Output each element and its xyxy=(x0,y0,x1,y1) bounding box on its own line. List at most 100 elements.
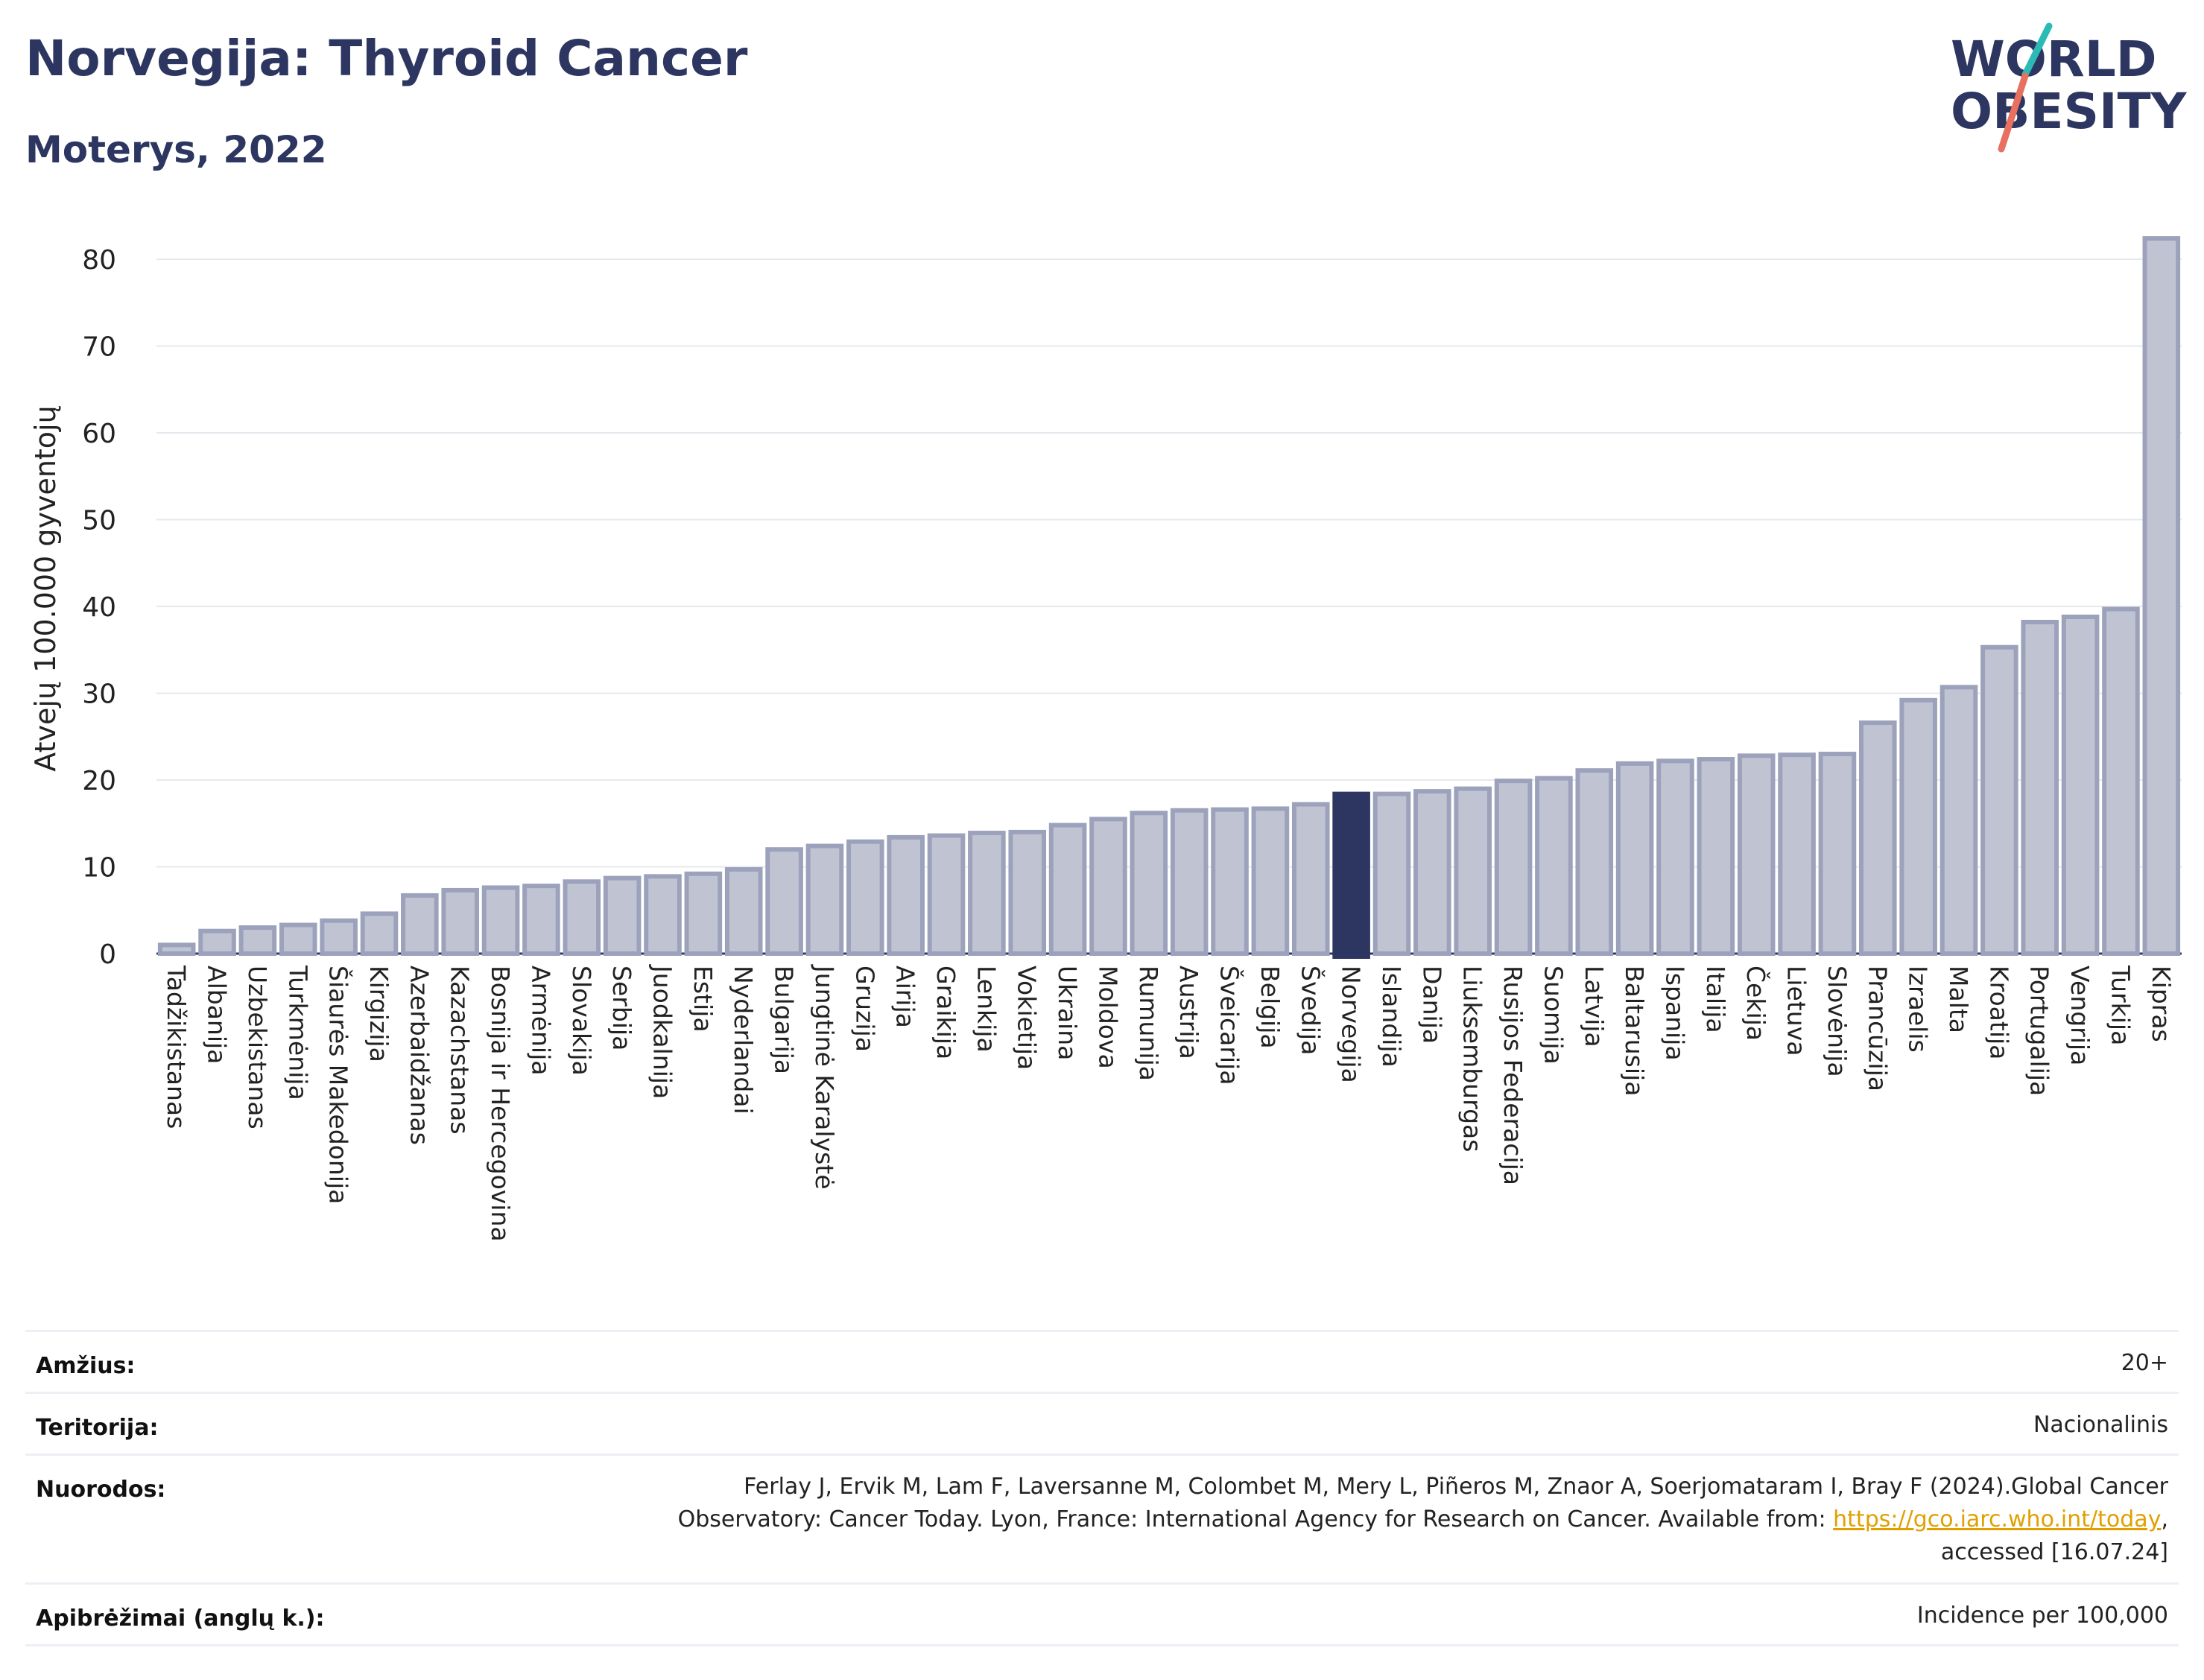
footer-row-age: Amžius: 20+ xyxy=(25,1330,2179,1392)
x-tick-label: Norvegija xyxy=(1337,966,1366,1083)
bar xyxy=(1615,761,1654,956)
x-tick-label: Uzbekistanas xyxy=(243,966,272,1129)
x-tick-label: Rusijos Federacija xyxy=(1498,966,1527,1185)
reference-link[interactable]: https://gco.iarc.who.int/today xyxy=(1833,1506,2162,1532)
x-tick-label: Turkmėnija xyxy=(283,965,312,1100)
x-tick-label: Kroatija xyxy=(1984,966,2013,1059)
x-tick-label: Ukraina xyxy=(1053,966,1082,1060)
bar xyxy=(2021,619,2059,956)
x-tick-label: Kipras xyxy=(2147,966,2176,1042)
x-tick-label: Liuksemburgas xyxy=(1458,966,1487,1152)
x-tick-label: Azerbaidžanas xyxy=(405,966,434,1145)
bar xyxy=(1899,697,1937,956)
x-tick-label: Islandija xyxy=(1377,966,1406,1068)
bar xyxy=(765,847,803,956)
bar xyxy=(401,893,439,956)
x-tick-label: Albanija xyxy=(203,966,232,1064)
reference-line-2-text: Observatory: Cancer Today. Lyon, France:… xyxy=(677,1506,1834,1532)
bar xyxy=(238,925,277,957)
footer-row-references: Nuorodos: Ferlay J, Ervik M, Lam F, Lave… xyxy=(25,1454,2179,1582)
bar xyxy=(157,942,196,956)
x-tick-label: Izraelis xyxy=(1904,966,1933,1053)
y-axis-label: Atvejų 100.000 gyventojų xyxy=(29,405,62,771)
x-tick-label: Danija xyxy=(1417,966,1446,1044)
bar xyxy=(644,874,682,956)
logo-slash-teal xyxy=(2021,22,2053,78)
bar xyxy=(198,928,236,956)
x-tick-label: Lenkija xyxy=(972,966,1001,1053)
x-tick-label: Bosnija ir Hercegovina xyxy=(486,966,515,1242)
bar xyxy=(522,884,560,957)
y-tick-label: 50 xyxy=(82,506,116,536)
bar xyxy=(441,887,479,956)
bar xyxy=(1211,807,1249,956)
x-tick-label: Baltarusija xyxy=(1620,966,1649,1096)
footer-label-references: Nuorodos: xyxy=(36,1477,166,1503)
x-tick-label: Armėnija xyxy=(526,966,555,1076)
bar-chart: 0 10 20 30 40 50 60 70 80 Tadžikistanas Albanija U… xyxy=(29,236,2182,1242)
x-tick-label: Nyderlandai xyxy=(729,966,758,1115)
x-tick-label: Čekija xyxy=(1741,966,1771,1041)
x-tick-label: Estija xyxy=(688,966,718,1033)
bar xyxy=(1818,752,1857,956)
bar xyxy=(481,885,520,956)
bar xyxy=(603,875,642,957)
x-tick-label: Bulgarija xyxy=(770,966,799,1074)
bar xyxy=(1130,811,1168,957)
x-tick-label: Slovėnija xyxy=(1823,966,1852,1077)
x-tick-label: Ispanija xyxy=(1661,966,1690,1061)
bar xyxy=(1575,768,1614,957)
bar xyxy=(1737,753,1776,956)
x-tick-label: Latvija xyxy=(1580,966,1609,1047)
x-tick-label: Suomija xyxy=(1539,966,1568,1065)
x-tick-label: Slovakija xyxy=(567,966,596,1076)
bar xyxy=(1170,808,1209,957)
x-tick-label: Kazachstanas xyxy=(446,966,475,1135)
reference-line-3: accessed [16.07.24] xyxy=(1940,1539,2168,1565)
bar xyxy=(1413,789,1451,957)
bar xyxy=(1089,817,1127,957)
x-tick-label: Vokietija xyxy=(1013,966,1042,1070)
x-tick-label: Švedija xyxy=(1296,966,1326,1055)
bar xyxy=(1980,644,2018,956)
bar xyxy=(1778,752,1816,957)
bar xyxy=(1656,758,1694,956)
logo-slash-red xyxy=(1998,72,2029,153)
x-tick-label: Malta xyxy=(1944,966,1973,1033)
footer-row-territory: Teritorija: Nacionalinis xyxy=(25,1392,2179,1454)
x-tick-label: Juodkalnija xyxy=(648,964,677,1099)
x-tick-label: Gruzija xyxy=(850,966,879,1052)
x-tick-label: Kirgizija xyxy=(364,966,393,1062)
y-tick-label: 10 xyxy=(82,853,116,884)
bar xyxy=(1372,791,1411,957)
bars xyxy=(157,236,2181,960)
reference-line-1: Ferlay J, Ervik M, Lam F, Laversanne M, … xyxy=(744,1474,2168,1500)
world-obesity-logo: WORLD OBESITY xyxy=(1951,22,2188,153)
bar xyxy=(846,839,884,956)
footer-value-territory: Nacionalinis xyxy=(2033,1412,2168,1438)
bar xyxy=(1535,776,1573,957)
bar-highlighted xyxy=(1332,791,1370,960)
bar xyxy=(1939,685,1978,956)
reference-line-2-end: , xyxy=(2161,1506,2168,1532)
x-tick-label: Lietuva xyxy=(1782,966,1811,1056)
y-tick-label: 40 xyxy=(82,592,116,623)
y-tick-label: 0 xyxy=(99,939,116,970)
bar xyxy=(724,866,763,956)
x-tick-label: Šveicarija xyxy=(1215,966,1245,1085)
page-subtitle: Moterys, 2022 xyxy=(25,128,327,171)
x-tick-label: Serbija xyxy=(607,966,636,1050)
x-tick-label: Turkija xyxy=(2106,965,2135,1045)
bar xyxy=(279,922,317,957)
bar xyxy=(563,879,601,957)
footer-row-definitions: Apibrėžimai (anglų k.): Incidence per 10… xyxy=(25,1582,2179,1646)
footer-label-definitions: Apibrėžimai (anglų k.): xyxy=(36,1605,325,1632)
bar xyxy=(2061,614,2100,956)
footer-value-references: Ferlay J, Ervik M, Lam F, Laversanne M, … xyxy=(678,1471,2168,1569)
x-tick-label: Rumunija xyxy=(1134,966,1163,1081)
footer-label-territory: Teritorija: xyxy=(36,1415,159,1441)
bar xyxy=(1859,720,1897,956)
logo-text-obesity: OBESITY xyxy=(1951,83,2188,140)
y-tick-label: 20 xyxy=(82,766,116,796)
logo-text-world: WORLD xyxy=(1951,31,2157,88)
